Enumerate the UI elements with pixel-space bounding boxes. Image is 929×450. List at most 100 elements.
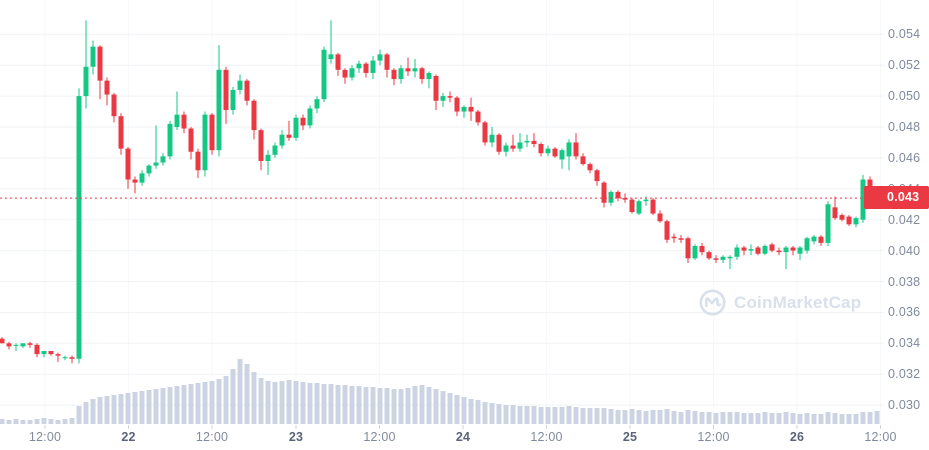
candle-down[interactable] [755,247,761,254]
candle-up[interactable] [503,145,509,152]
candle-down[interactable] [391,69,397,80]
candle-down[interactable] [468,106,474,112]
volume-bar[interactable] [237,359,243,424]
volume-bar[interactable] [349,386,355,424]
volume-bar[interactable] [188,384,194,424]
volume-bar[interactable] [27,420,33,424]
volume-bar[interactable] [545,407,551,424]
volume-bar[interactable] [531,406,537,424]
volume-bar[interactable] [370,387,376,424]
candle-up[interactable] [279,134,285,146]
volume-bar[interactable] [671,411,677,424]
volume-bar[interactable] [342,385,348,424]
candle-up[interactable] [853,218,859,225]
candle-up[interactable] [412,68,418,72]
volume-bar[interactable] [643,411,649,424]
candle-down[interactable] [118,116,124,149]
volume-bar[interactable] [293,381,299,424]
volume-bar[interactable] [685,410,691,424]
volume-bar[interactable] [209,381,215,424]
candle-down[interactable] [433,76,439,101]
volume-bar[interactable] [468,399,474,424]
volume-bar[interactable] [594,408,600,424]
candle-up[interactable] [727,256,733,259]
volume-bar[interactable] [216,379,222,424]
volume-bar[interactable] [755,413,761,424]
volume-bar[interactable] [146,390,152,424]
candle-down[interactable] [594,170,600,182]
volume-bar[interactable] [601,408,607,424]
volume-bar[interactable] [41,418,47,424]
volume-bar[interactable] [314,383,320,424]
candle-down[interactable] [741,247,747,251]
volume-bar[interactable] [335,385,341,424]
candle-down[interactable] [510,145,516,149]
candle-down[interactable] [447,96,453,98]
candle-up[interactable] [825,204,831,243]
volume-bar[interactable] [265,381,271,424]
candle-down[interactable] [34,344,40,355]
candle-up[interactable] [797,247,803,254]
candle-down[interactable] [629,199,635,212]
candle-up[interactable] [314,99,320,109]
volume-bar[interactable] [748,413,754,424]
volume-bar[interactable] [223,376,229,424]
candle-up[interactable] [524,140,530,143]
candle-down[interactable] [790,247,796,251]
candle-down[interactable] [6,343,12,347]
candle-down[interactable] [244,80,250,101]
volume-bar[interactable] [860,412,866,424]
candle-up[interactable] [356,63,362,69]
volume-bar[interactable] [258,378,264,424]
volume-bar[interactable] [825,412,831,424]
volume-bar[interactable] [510,405,516,424]
candle-up[interactable] [426,72,432,80]
candle-up[interactable] [237,80,243,90]
candle-up[interactable] [307,108,313,126]
volume-bar[interactable] [720,412,726,424]
candle-up[interactable] [62,357,68,359]
volume-bar[interactable] [832,413,838,424]
volume-bar[interactable] [573,407,579,424]
candle-up[interactable] [811,236,817,242]
candle-down[interactable] [454,97,460,112]
volume-bar[interactable] [503,405,509,424]
candle-down[interactable] [48,351,54,355]
volume-bar[interactable] [615,410,621,424]
candle-down[interactable] [223,69,229,111]
candle-down[interactable] [482,122,488,143]
candle-down[interactable] [251,100,257,131]
candle-up[interactable] [461,106,467,112]
volume-bar[interactable] [608,409,614,424]
candle-up[interactable] [608,191,614,203]
volume-bar[interactable] [419,385,425,424]
volume-bar[interactable] [62,419,68,424]
candle-up[interactable] [370,60,376,73]
candle-up[interactable] [83,66,89,97]
candle-down[interactable] [846,216,852,225]
volume-bar[interactable] [230,369,236,424]
candle-down[interactable] [699,245,705,253]
volume-bar[interactable] [174,386,180,424]
candle-up[interactable] [692,245,698,259]
candle-down[interactable] [209,114,215,151]
volume-bar[interactable] [762,412,768,424]
candle-up[interactable] [440,96,446,101]
candle-down[interactable] [615,191,621,199]
volume-bar[interactable] [874,411,880,424]
candle-down[interactable] [111,94,117,117]
candle-up[interactable] [762,245,768,254]
candle-down[interactable] [258,130,264,161]
candle-down[interactable] [531,140,537,144]
volume-bar[interactable] [363,387,369,424]
volume-bar[interactable] [559,407,565,424]
candle-up[interactable] [90,46,96,67]
candle-down[interactable] [181,114,187,129]
volume-bar[interactable] [489,403,495,424]
volume-bar[interactable] [636,410,642,424]
candle-up[interactable] [748,249,754,251]
volume-bar[interactable] [706,412,712,424]
volume-bar[interactable] [776,413,782,424]
candle-up[interactable] [643,199,649,202]
candle-down[interactable] [622,198,628,200]
